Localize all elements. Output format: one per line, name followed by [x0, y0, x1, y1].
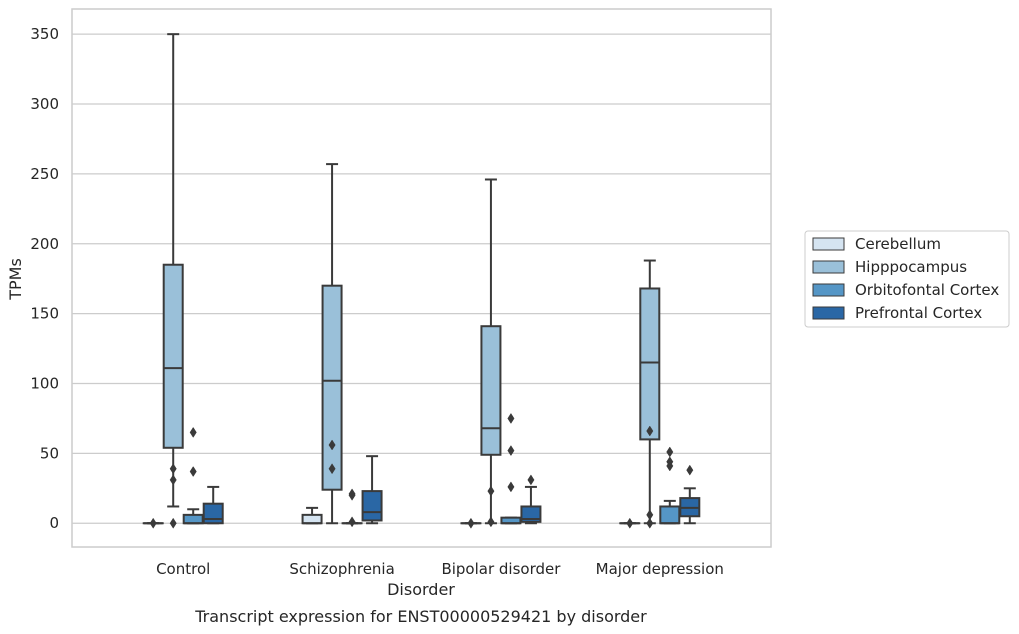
box-group [182, 426, 204, 525]
box-group [679, 464, 701, 525]
outlier-point [348, 489, 356, 501]
box-group [639, 259, 661, 529]
y-tick-label: 0 [49, 514, 59, 532]
y-axis-title: TPMs [6, 258, 25, 301]
outlier-point [507, 481, 515, 493]
x-axis-title: Disorder [387, 580, 455, 599]
outlier-point [189, 466, 197, 478]
y-tick-label: 350 [30, 25, 59, 43]
box-group [142, 517, 164, 529]
legend-frame [804, 230, 1010, 328]
box-group [480, 178, 502, 528]
y-tick-labels: 0 50 100 150 200 250 300 350 [30, 25, 59, 532]
box-group [361, 455, 383, 525]
plot-frame [71, 8, 772, 548]
box-group [659, 446, 681, 525]
box-group [520, 474, 542, 525]
box-group [162, 33, 184, 529]
x-tick-label: Major depression [596, 560, 724, 578]
y-tick-label: 50 [40, 444, 59, 462]
outlier-point [328, 439, 336, 451]
legend-label: Hipppocampus [855, 258, 967, 276]
y-tick-label: 250 [30, 165, 59, 183]
outlier-point [189, 426, 197, 438]
box [301, 513, 323, 525]
x-tick-labels: Control Schizophrenia Bipolar disorder Majo… [156, 560, 724, 578]
y-tick-label: 200 [30, 235, 59, 253]
box [659, 505, 681, 525]
box [162, 263, 184, 449]
y-tick-label: 100 [30, 375, 59, 393]
legend-label: Cerebellum [855, 235, 941, 253]
outlier-point [507, 412, 515, 424]
outlier-point [328, 463, 336, 475]
legend-label: Prefrontal Cortex [855, 304, 982, 322]
legend: Cerebellum Hipppocampus Orbitofontal Corte… [804, 230, 1010, 328]
box-group [301, 506, 323, 525]
box-group [341, 488, 363, 528]
outlier-point [646, 425, 654, 437]
x-tick-label: Control [156, 560, 210, 578]
box [520, 505, 542, 523]
outlier-point [527, 474, 535, 486]
box-group [619, 517, 641, 529]
outlier-point [646, 517, 654, 529]
legend-swatch [812, 260, 845, 274]
outlier-point [348, 516, 356, 528]
outlier-point [507, 445, 515, 457]
legend-item: Hipppocampus [812, 258, 967, 276]
box [639, 287, 661, 441]
x-tick-label: Schizophrenia [289, 560, 394, 578]
plot-area [72, 9, 771, 547]
legend-item: Prefrontal Cortex [812, 304, 982, 322]
outlier-point [487, 516, 495, 528]
box [321, 284, 343, 491]
box-group [321, 163, 343, 525]
legend-item: Cerebellum [812, 235, 941, 253]
outlier-point [467, 517, 475, 529]
box [202, 502, 224, 525]
outlier-point [149, 517, 157, 529]
y-tick-label: 150 [30, 305, 59, 323]
y-tick-label: 300 [30, 95, 59, 113]
legend-label: Orbitofontal Cortex [855, 281, 999, 299]
chart-caption: Transcript expression for ENST0000052942… [194, 607, 647, 626]
outlier-point [487, 485, 495, 497]
box [182, 513, 204, 525]
box [361, 490, 383, 522]
boxes-layer [142, 33, 701, 529]
x-tick-label: Bipolar disorder [441, 560, 561, 578]
legend-swatch [812, 283, 845, 297]
box-group [202, 485, 224, 525]
outlier-point [169, 474, 177, 486]
outlier-point [169, 517, 177, 529]
box [480, 325, 502, 456]
outlier-point [666, 460, 674, 472]
legend-swatch [812, 237, 845, 251]
outlier-point [686, 464, 694, 476]
outlier-point [169, 463, 177, 475]
legend-item: Orbitofontal Cortex [812, 281, 999, 299]
box-group [460, 517, 482, 529]
outlier-point [626, 517, 634, 529]
legend-swatch [812, 306, 845, 320]
